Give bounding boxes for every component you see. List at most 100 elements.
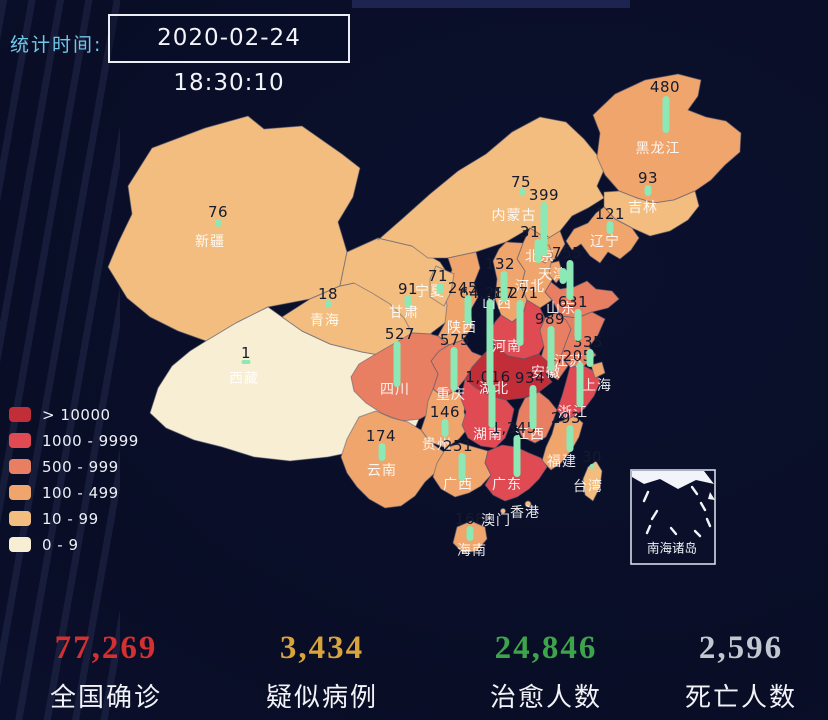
province-value-neimenggu: 75 bbox=[510, 173, 532, 191]
background-streaks bbox=[0, 0, 120, 720]
province-shape-xianggang[interactable] bbox=[524, 500, 532, 508]
deaths-count: 2,596 bbox=[698, 630, 784, 666]
province-bar-hainan bbox=[466, 526, 474, 541]
province-bar-jilin bbox=[644, 185, 652, 196]
province-label-fujian: 福建 bbox=[547, 454, 577, 470]
legend-item-10-99[interactable]: 10 - 99 bbox=[9, 509, 139, 528]
nine-dash-line bbox=[642, 485, 712, 538]
province-bar-heilongjiang bbox=[662, 96, 670, 133]
province-value-shanxi: 132 bbox=[484, 255, 516, 273]
province-bar-anhui bbox=[547, 326, 555, 371]
stats-time-box: 2020-02-24 18:30:10 bbox=[108, 14, 350, 96]
province-value-taiwan: 30 bbox=[581, 448, 603, 466]
province-value-fujian: 293 bbox=[550, 409, 582, 427]
legend-label: 10 - 99 bbox=[42, 509, 99, 528]
province-bar-shandong bbox=[566, 260, 574, 300]
province-bar-yunnan bbox=[378, 443, 386, 461]
province-label-shandong: 山东 bbox=[546, 301, 576, 317]
province-bar-henan bbox=[516, 300, 524, 346]
province-label-shaanxi: 陕西 bbox=[447, 320, 477, 336]
province-bar-liaoning bbox=[606, 221, 614, 234]
province-label-xinjiang: 新疆 bbox=[195, 234, 225, 250]
legend-label: 0 - 9 bbox=[42, 535, 79, 554]
province-bar-xizang bbox=[241, 360, 251, 364]
province-label-hunan: 湖南 bbox=[473, 427, 503, 443]
province-shape-xinjiang[interactable] bbox=[107, 115, 361, 342]
province-bar-ningxia bbox=[436, 283, 444, 294]
province-bar-neimenggu bbox=[519, 188, 525, 196]
province-label-jiangxi: 江西 bbox=[515, 427, 545, 443]
province-shape-aomen[interactable] bbox=[500, 508, 506, 514]
province-value-jilin: 93 bbox=[637, 169, 659, 187]
legend-swatch-500-999 bbox=[9, 459, 31, 474]
province-value-qinghai: 18 bbox=[317, 285, 339, 303]
province-bar-fujian bbox=[566, 425, 574, 452]
province-bar-chongqing bbox=[450, 347, 458, 391]
province-bar-jiangxi bbox=[529, 385, 537, 429]
province-bar-shanghai bbox=[586, 349, 594, 367]
legend-item-0-9[interactable]: 0 - 9 bbox=[9, 535, 139, 554]
province-value-liaoning: 121 bbox=[594, 205, 626, 223]
province-value-ningxia: 71 bbox=[427, 267, 449, 285]
province-shape-jiangxi[interactable] bbox=[515, 391, 558, 444]
legend-item-gt10000[interactable]: > 10000 bbox=[9, 406, 139, 424]
province-shape-liaoning[interactable] bbox=[565, 206, 640, 264]
province-bar-taiwan bbox=[589, 464, 595, 469]
province-label-guangxi: 广西 bbox=[443, 477, 473, 493]
top-panel-edge bbox=[352, 0, 630, 8]
suspected-count: 3,434 bbox=[279, 630, 365, 666]
province-shape-guizhou[interactable] bbox=[420, 388, 470, 449]
province-value-guizhou: 146 bbox=[429, 403, 461, 421]
legend-swatch-100-499 bbox=[9, 485, 31, 500]
legend-swatch-gt10000 bbox=[9, 407, 31, 422]
inset-island bbox=[708, 492, 715, 500]
province-label-xianggang: 香港 bbox=[510, 505, 540, 521]
province-label-xizang: 西藏 bbox=[229, 371, 259, 387]
province-value-hainan: 168 bbox=[454, 510, 486, 528]
province-bar-guangdong bbox=[513, 435, 521, 477]
province-value-xinjiang: 76 bbox=[207, 203, 229, 221]
province-label-aomen: 澳门 bbox=[481, 513, 511, 529]
stats-time-label: 统计时间: bbox=[10, 34, 103, 56]
province-shape-yunnan[interactable] bbox=[340, 410, 447, 509]
province-value-sichuan: 527 bbox=[384, 325, 416, 343]
province-label-sichuan: 四川 bbox=[380, 382, 410, 398]
province-value-guangdong: 1,345 bbox=[491, 419, 537, 437]
province-label-yunnan: 云南 bbox=[367, 463, 397, 479]
province-value-yunnan: 174 bbox=[365, 427, 397, 445]
province-bar-hubei bbox=[486, 299, 494, 387]
province-label-chongqing: 重庆 bbox=[436, 387, 466, 403]
province-bar-shaanxi bbox=[464, 295, 472, 324]
stat-suspected: 3,434 疑似病例 bbox=[266, 630, 378, 714]
province-label-neimenggu: 内蒙古 bbox=[491, 208, 537, 224]
stat-confirmed: 77,269 全国确诊 bbox=[50, 630, 162, 714]
province-value-gansu: 91 bbox=[397, 280, 419, 298]
cured-count: 24,846 bbox=[494, 630, 598, 666]
legend-item-1000-9999[interactable]: 1000 - 9999 bbox=[9, 432, 139, 450]
province-label-taiwan: 台湾 bbox=[573, 479, 603, 495]
legend-item-100-499[interactable]: 100 - 499 bbox=[9, 484, 139, 502]
province-label-henan: 河南 bbox=[492, 339, 522, 355]
province-bar-hunan bbox=[488, 384, 496, 428]
confirmed-count: 77,269 bbox=[54, 630, 158, 666]
south-china-sea-inset bbox=[630, 469, 716, 565]
province-label-guizhou: 贵州 bbox=[422, 437, 452, 453]
legend-item-500-999[interactable]: 500 - 999 bbox=[9, 458, 139, 476]
stat-cured: 24,846 治愈人数 bbox=[490, 630, 602, 714]
province-value-heilongjiang: 480 bbox=[649, 78, 681, 96]
province-bar-hebei bbox=[534, 239, 542, 263]
province-shape-shanghai[interactable] bbox=[590, 361, 606, 379]
province-value-anhui: 989 bbox=[534, 310, 566, 328]
legend-swatch-1000-9999 bbox=[9, 433, 31, 448]
province-value-shandong: 755 bbox=[551, 244, 583, 262]
province-shape-taiwan[interactable] bbox=[582, 460, 603, 502]
cured-label: 治愈人数 bbox=[489, 683, 603, 713]
province-label-jiangsu: 江苏 bbox=[554, 354, 584, 370]
stats-time-value: 2020-02-24 18:30:10 bbox=[157, 25, 301, 96]
deaths-label: 死亡人数 bbox=[684, 683, 798, 713]
confirmed-label: 全国确诊 bbox=[49, 683, 163, 713]
province-bar-sichuan bbox=[393, 341, 401, 387]
province-bar-xinjiang bbox=[215, 219, 221, 227]
province-label-gansu: 甘肃 bbox=[389, 305, 419, 321]
